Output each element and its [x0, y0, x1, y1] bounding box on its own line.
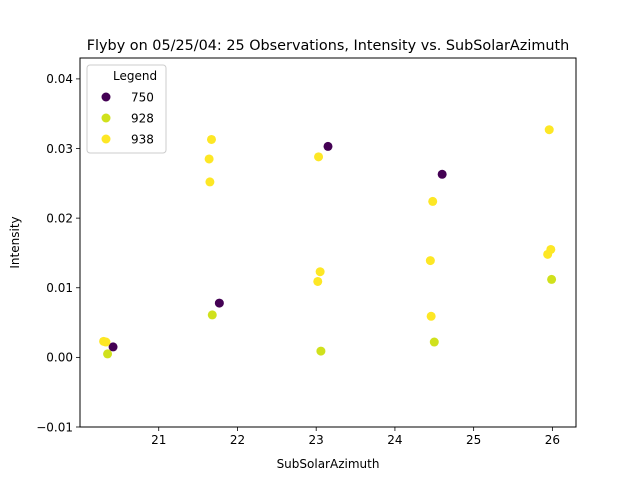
legend-title: Legend	[113, 69, 157, 83]
legend-marker-750	[101, 92, 111, 102]
point-series-928-1	[207, 310, 217, 320]
y-axis-label: Intensity	[8, 216, 22, 268]
point-series-938-9	[426, 311, 436, 321]
y-tick-label: −0.01	[36, 420, 73, 434]
point-series-750-2	[323, 141, 333, 151]
legend-marker-938	[101, 134, 111, 144]
point-series-928-0	[103, 349, 113, 359]
point-series-938-6	[314, 152, 324, 162]
legend-label-938: 938	[131, 132, 154, 146]
legend: Legend 750 928 938	[86, 64, 167, 154]
x-axis: 21 22 23 24 25 26	[151, 427, 560, 447]
point-series-938-2	[204, 154, 214, 164]
point-series-750-3	[437, 169, 447, 179]
chart-title: Flyby on 05/25/04: 25 Observations, Inte…	[87, 38, 569, 54]
point-series-938-13	[546, 244, 556, 254]
y-tick-label: 0.01	[46, 281, 73, 295]
point-series-938-8	[425, 256, 435, 266]
x-tick-label: 22	[230, 433, 245, 447]
point-series-928-3	[429, 337, 439, 347]
point-series-938-7	[315, 267, 325, 277]
legend-entries: 750 928 938	[101, 90, 154, 146]
point-series-938-4	[206, 134, 216, 144]
x-axis-label: SubSolarAzimuth	[277, 457, 380, 471]
legend-box	[86, 64, 167, 154]
point-series-938-3	[205, 177, 215, 187]
scatter-marks	[99, 125, 557, 359]
y-tick-label: 0.04	[46, 72, 73, 86]
point-series-750-1	[214, 298, 224, 308]
point-series-928-2	[316, 346, 326, 356]
legend-label-750: 750	[131, 90, 154, 104]
plot-area-frame	[79, 57, 577, 428]
point-series-938-1	[101, 337, 111, 347]
point-series-938-12	[544, 125, 554, 135]
legend-label-928: 928	[131, 111, 154, 125]
point-series-928-4	[547, 274, 557, 284]
point-series-750-0	[108, 342, 118, 352]
x-tick-label: 26	[545, 433, 560, 447]
y-tick-label: 0.03	[46, 142, 73, 156]
y-axis: −0.01 0.00 0.01 0.02 0.03 0.04	[36, 72, 80, 434]
legend-marker-928	[101, 113, 111, 123]
y-tick-label: 0.02	[46, 211, 73, 225]
point-series-938-5	[313, 276, 323, 286]
x-tick-label: 23	[309, 433, 324, 447]
x-tick-label: 25	[466, 433, 481, 447]
x-tick-label: 21	[151, 433, 166, 447]
y-tick-label: 0.00	[46, 351, 73, 365]
point-series-938-10	[428, 196, 438, 206]
x-tick-label: 24	[387, 433, 402, 447]
